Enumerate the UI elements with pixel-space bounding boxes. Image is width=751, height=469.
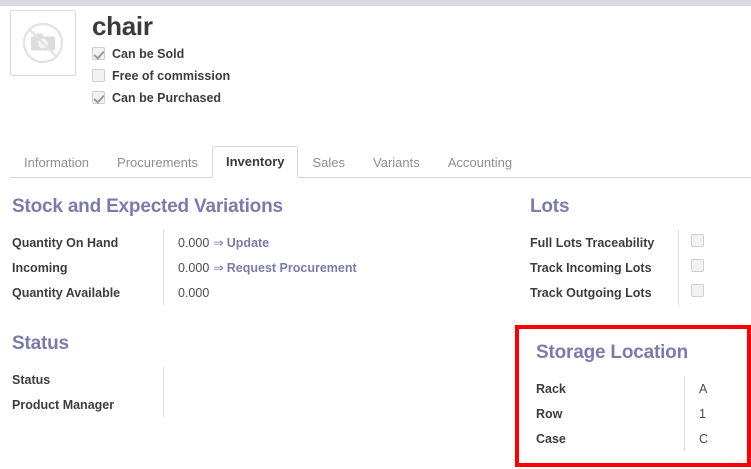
field-row-incoming: Incoming 0.000 ⇒ Request Procurement xyxy=(10,255,515,280)
value-track-outgoing-lots xyxy=(679,280,751,305)
field-row-status: Status xyxy=(10,367,515,392)
label-track-outgoing-lots: Track Outgoing Lots xyxy=(530,285,652,300)
no-image-camera-icon xyxy=(22,22,64,64)
storage-field-table: Rack A Row 1 Case C xyxy=(534,376,747,451)
lots-field-table: Full Lots Traceability Track Incoming Lo… xyxy=(528,230,751,305)
checkbox-full-lots-traceability[interactable] xyxy=(691,233,704,247)
status-field-table: Status Product Manager xyxy=(10,367,515,417)
value-case[interactable]: C xyxy=(699,431,709,446)
label-product-manager: Product Manager xyxy=(12,397,115,412)
tab-accounting[interactable]: Accounting xyxy=(447,155,513,170)
group-lots: Lots Full Lots Traceability Track Incomi… xyxy=(528,196,751,305)
group-title-storage-location: Storage Location xyxy=(536,342,688,363)
field-row-rack: Rack A xyxy=(534,376,747,401)
group-title-lots: Lots xyxy=(530,196,570,217)
group-storage-location-highlighted: Storage Location Rack A Row 1 Case xyxy=(515,325,751,467)
group-title-status: Status xyxy=(12,333,69,354)
incoming-number: 0.000 xyxy=(178,261,210,275)
checkbox-free-of-commission[interactable] xyxy=(92,69,105,82)
value-track-incoming-lots xyxy=(679,255,751,280)
quantity-available-number: 0.000 xyxy=(178,285,210,300)
tab-bar: Information Procurements Inventory Sales… xyxy=(10,146,751,178)
value-product-manager[interactable] xyxy=(164,392,515,417)
label-quantity-available: Quantity Available xyxy=(12,285,121,300)
group-status: Status Status Product Manager xyxy=(10,333,515,417)
tab-variants[interactable]: Variants xyxy=(373,155,420,170)
field-row-product-manager: Product Manager xyxy=(10,392,515,417)
stock-field-table: Quantity On Hand 0.000 ⇒ Update Incoming 0… xyxy=(10,230,515,305)
value-incoming: 0.000 ⇒ Request Procurement xyxy=(164,255,515,280)
flag-row-can-be-purchased: Can be Purchased xyxy=(92,88,230,107)
label-full-lots-traceability: Full Lots Traceability xyxy=(530,235,655,250)
field-divider xyxy=(163,392,164,417)
label-track-incoming-lots: Track Incoming Lots xyxy=(530,260,652,275)
field-divider xyxy=(163,367,164,392)
checkbox-track-incoming-lots[interactable] xyxy=(691,258,704,272)
field-row-full-lots-traceability: Full Lots Traceability xyxy=(528,230,751,255)
tab-inventory[interactable]: Inventory xyxy=(211,146,299,178)
product-image-placeholder[interactable] xyxy=(10,10,76,76)
value-rack[interactable]: A xyxy=(699,381,708,396)
field-row-track-outgoing-lots: Track Outgoing Lots xyxy=(528,280,751,305)
field-divider xyxy=(678,280,679,305)
product-header: chair Can be Sold Free of commission Can… xyxy=(10,10,745,107)
label-incoming: Incoming xyxy=(12,260,68,275)
value-quantity-available: 0.000 xyxy=(164,280,515,305)
value-status[interactable] xyxy=(164,367,515,392)
tab-information[interactable]: Information xyxy=(24,155,90,170)
value-quantity-on-hand: 0.000 ⇒ Update xyxy=(164,230,515,255)
label-quantity-on-hand: Quantity On Hand xyxy=(12,235,119,250)
field-divider xyxy=(678,255,679,280)
field-divider xyxy=(163,255,164,280)
flag-row-can-be-sold: Can be Sold xyxy=(92,44,230,63)
request-procurement-link[interactable]: Request Procurement xyxy=(226,261,357,275)
quantity-on-hand-number: 0.000 xyxy=(178,236,210,250)
label-can-be-purchased: Can be Purchased xyxy=(112,90,222,105)
field-row-row: Row 1 xyxy=(534,401,747,426)
group-stock-and-expected-variations: Stock and Expected Variations Quantity O… xyxy=(10,196,515,305)
label-can-be-sold: Can be Sold xyxy=(112,46,185,61)
field-row-track-incoming-lots: Track Incoming Lots xyxy=(528,255,751,280)
field-divider xyxy=(684,376,685,401)
value-row[interactable]: 1 xyxy=(699,406,706,421)
arrow-icon: ⇒ xyxy=(213,261,224,275)
label-case: Case xyxy=(536,431,566,446)
field-row-case: Case C xyxy=(534,426,747,451)
label-rack: Rack xyxy=(536,381,566,396)
top-bar xyxy=(0,0,751,6)
field-row-quantity-on-hand: Quantity On Hand 0.000 ⇒ Update xyxy=(10,230,515,255)
label-status: Status xyxy=(12,372,51,387)
value-full-lots-traceability xyxy=(679,230,751,255)
arrow-icon: ⇒ xyxy=(213,236,224,250)
checkbox-can-be-purchased[interactable] xyxy=(92,91,105,104)
field-divider xyxy=(163,230,164,255)
tab-procurements[interactable]: Procurements xyxy=(117,155,198,170)
field-divider xyxy=(678,230,679,255)
field-divider xyxy=(684,401,685,426)
update-link[interactable]: Update xyxy=(226,236,270,250)
checkbox-track-outgoing-lots[interactable] xyxy=(691,283,704,297)
label-row: Row xyxy=(536,406,563,421)
field-divider xyxy=(684,426,685,451)
checkbox-can-be-sold[interactable] xyxy=(92,47,105,60)
field-row-quantity-available: Quantity Available 0.000 xyxy=(10,280,515,305)
page-title: chair xyxy=(92,11,153,41)
label-free-of-commission: Free of commission xyxy=(112,68,231,83)
flag-row-free-of-commission: Free of commission xyxy=(92,66,230,85)
field-divider xyxy=(163,280,164,305)
tab-sales[interactable]: Sales xyxy=(312,155,346,170)
group-title-stock: Stock and Expected Variations xyxy=(12,196,283,217)
